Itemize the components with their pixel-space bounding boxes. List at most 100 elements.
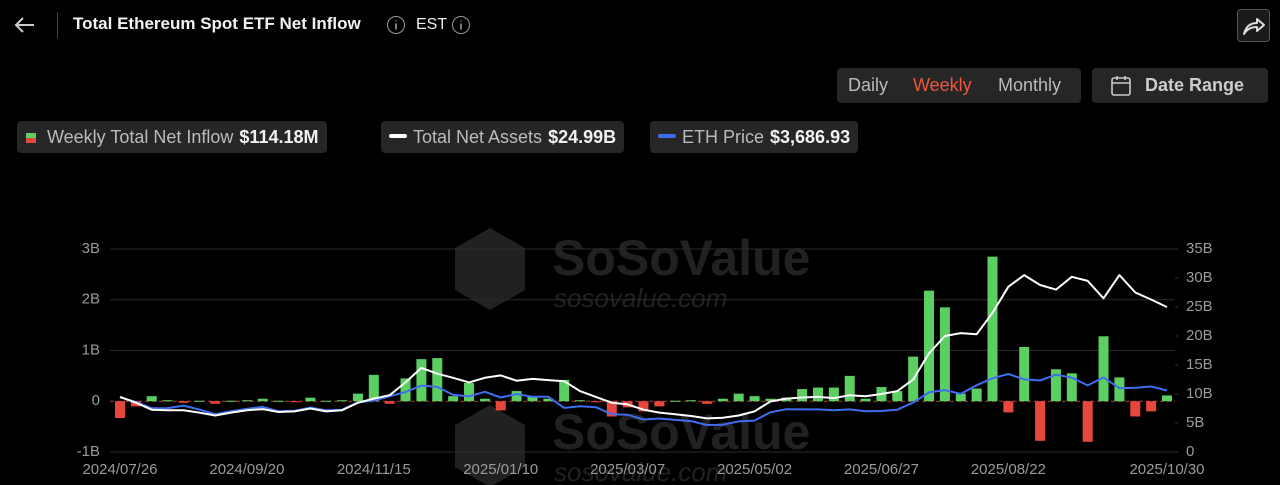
bar xyxy=(352,393,363,402)
bar xyxy=(971,388,982,402)
bar xyxy=(479,398,490,402)
bar xyxy=(210,401,221,404)
bar xyxy=(448,396,459,402)
timezone: EST xyxy=(416,16,448,33)
legend-swatch xyxy=(658,134,676,138)
bar xyxy=(939,307,950,402)
bar xyxy=(400,378,411,402)
date-range-label: Date Range xyxy=(1145,75,1245,95)
watermark: SoSoValue sosovalue.com SoSoValue sosova… xyxy=(455,228,810,485)
line xyxy=(119,274,1168,420)
bar xyxy=(670,400,681,402)
bar xyxy=(892,391,903,402)
x-tick-label: 2025/10/30 xyxy=(1129,461,1204,478)
bar xyxy=(130,401,141,407)
y2-tick-label: 35B xyxy=(1186,240,1213,257)
bar xyxy=(337,400,348,402)
bar xyxy=(1130,401,1141,417)
period-option[interactable]: Monthly xyxy=(998,75,1062,95)
bar xyxy=(511,391,522,402)
bar xyxy=(559,379,570,402)
y-tick-label: 2B xyxy=(82,291,100,308)
bar xyxy=(527,396,538,402)
legend-label: Total Net Assets xyxy=(413,127,543,147)
bar xyxy=(924,290,935,402)
y2-tick-label: 0 xyxy=(1186,443,1194,460)
bar xyxy=(860,398,871,402)
bar xyxy=(717,398,728,402)
bar xyxy=(1050,369,1061,402)
watermark-brand: SoSoValue xyxy=(552,230,810,286)
bar xyxy=(384,401,395,404)
legend-item[interactable]: ETH Price $3,686.93 xyxy=(650,121,859,153)
bar xyxy=(686,400,697,402)
bar xyxy=(432,358,443,402)
bar xyxy=(289,401,300,403)
bar xyxy=(606,401,617,417)
legend-item[interactable]: Weekly Total Net Inflow $114.18M xyxy=(17,121,327,153)
share-icon xyxy=(1243,18,1265,35)
bar xyxy=(1019,346,1030,402)
date-range-button[interactable]: Date Range xyxy=(1092,68,1268,103)
info-icon[interactable] xyxy=(451,15,471,35)
divider xyxy=(57,12,58,38)
bar xyxy=(813,387,823,402)
x-tick-label: 2025/08/22 xyxy=(971,461,1046,478)
bar xyxy=(955,393,966,402)
y-tick-label: 0 xyxy=(92,392,100,409)
x-tick-label: 2024/11/15 xyxy=(337,461,411,478)
bar xyxy=(590,401,601,403)
bar xyxy=(226,400,237,402)
bar xyxy=(273,400,284,402)
legend-item[interactable]: Total Net Assets $24.99B xyxy=(381,121,625,153)
y2-tick-label: 10B xyxy=(1186,385,1213,402)
bar xyxy=(1003,401,1014,413)
legend-label: Weekly Total Net Inflow xyxy=(47,127,234,147)
legend-swatch xyxy=(389,134,407,138)
info-icon[interactable] xyxy=(386,15,406,35)
bar xyxy=(305,397,316,402)
bar xyxy=(1146,401,1157,412)
x-tick-label: 2025/06/27 xyxy=(844,461,919,478)
bar xyxy=(797,389,808,402)
bar xyxy=(162,400,173,402)
y-tick-label: 1B xyxy=(82,341,100,358)
bar xyxy=(1035,401,1046,441)
bar xyxy=(416,359,427,402)
y2-tick-label: 30B xyxy=(1186,269,1213,286)
bar xyxy=(733,393,744,402)
bar xyxy=(241,400,252,402)
back-button[interactable] xyxy=(12,13,38,37)
legend-value: $24.99B xyxy=(548,127,617,147)
bar xyxy=(828,387,839,402)
period-option[interactable]: Weekly xyxy=(913,75,972,95)
legend-label: ETH Price xyxy=(682,127,765,147)
bar xyxy=(115,401,125,418)
bar xyxy=(543,398,554,402)
x-tick-label: 2024/09/20 xyxy=(209,461,284,478)
x-tick-label: 2025/03/07 xyxy=(590,461,665,478)
bar xyxy=(1082,401,1093,442)
bar xyxy=(178,401,189,403)
legend-value: $114.18M xyxy=(239,127,319,147)
y-tick-label: -1B xyxy=(77,443,100,460)
bar xyxy=(464,382,474,402)
bar xyxy=(146,396,157,402)
y2-tick-label: 15B xyxy=(1186,356,1213,373)
bar xyxy=(701,401,712,404)
legend-swatch xyxy=(26,133,36,143)
bar xyxy=(575,400,586,402)
x-tick-label: 2025/01/10 xyxy=(463,461,538,478)
share-button[interactable] xyxy=(1237,9,1270,42)
bar xyxy=(368,374,379,402)
bar xyxy=(257,398,268,402)
bar xyxy=(638,401,649,412)
bar xyxy=(987,256,998,402)
bar xyxy=(495,401,506,411)
watermark-site: sosovalue.com xyxy=(554,283,727,313)
bar xyxy=(749,396,760,402)
period-toggle xyxy=(837,68,1081,103)
period-option[interactable]: Daily xyxy=(848,75,889,95)
y-tick-label: 3B xyxy=(82,240,100,257)
